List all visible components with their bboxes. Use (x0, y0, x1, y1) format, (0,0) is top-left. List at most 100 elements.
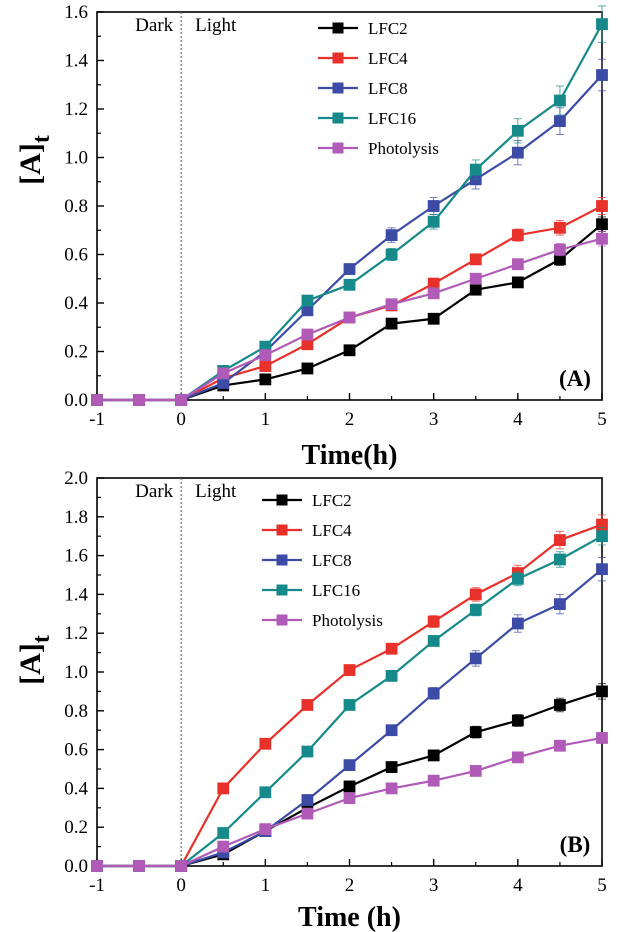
data-point (343, 311, 356, 324)
series-line (97, 23, 603, 402)
x-tick-label: 3 (429, 875, 439, 896)
data-point (217, 367, 230, 380)
data-point (259, 349, 272, 362)
data-point (427, 635, 440, 647)
data-point (596, 563, 608, 576)
data-point (469, 283, 482, 296)
data-point (554, 553, 566, 566)
data-point (385, 248, 398, 261)
series-line (97, 205, 603, 402)
data-point (511, 258, 524, 271)
data-point (91, 394, 103, 406)
legend-entry-lfc16: LFC16 (318, 109, 416, 128)
x-axis-title: Time(h) (302, 440, 398, 471)
y-tick-label: 1.6 (64, 546, 88, 567)
chart-panel-2: 0.0 0.2 0.4 0.6 0.8 1.0 1.2 1.4 1.6 1.8 2.0 -1 0 1 2 3 4… (14, 468, 608, 932)
data-point (133, 394, 145, 406)
data-point (511, 572, 524, 585)
data-point (554, 115, 566, 128)
y-tick-label: 2.0 (64, 468, 88, 489)
x-tick-label: -1 (89, 409, 105, 430)
y-tick-label: 1.4 (64, 584, 88, 605)
y-tick-label: 0.8 (64, 196, 88, 217)
y-tick-label: 0.4 (64, 293, 88, 314)
data-point (385, 642, 398, 655)
data-point (301, 745, 314, 758)
x-tick-label: 1 (261, 409, 271, 430)
data-point (469, 272, 482, 285)
legend-marker (276, 584, 288, 596)
legend-entry-lfc4: LFC4 (262, 521, 352, 540)
y-axis-title: [A]t (14, 635, 55, 685)
data-point (217, 827, 230, 839)
data-point (301, 794, 314, 806)
data-point (91, 860, 103, 872)
legend-entry-photolysis: Photolysis (318, 139, 439, 158)
x-tick-label: 5 (597, 875, 607, 896)
legend-marker (276, 554, 288, 566)
data-point (301, 294, 314, 307)
data-point (385, 761, 398, 773)
legend-entry-lfc2: LFC2 (262, 491, 352, 510)
legend-label: Photolysis (312, 611, 383, 630)
legend-marker (276, 614, 288, 626)
chart-panel-1: 0.0 0.2 0.4 0.6 0.8 1.0 1.2 1.4 1.6 -1 0 1 2 3 4 5 Dark L… (14, 2, 608, 471)
legend-marker (276, 494, 288, 506)
y-axis-title-main: [A] (14, 643, 47, 685)
legend-marker (276, 524, 288, 536)
y-tick-label: 1.0 (64, 148, 88, 169)
y-tick-label: 0.6 (64, 740, 88, 761)
data-point (301, 362, 314, 375)
legend-entry-lfc8: LFC8 (262, 551, 352, 570)
data-point (259, 373, 272, 386)
y-tick-label: 1.2 (64, 623, 88, 644)
dark-region-label: Dark (135, 481, 173, 502)
data-point (469, 604, 482, 616)
legend-label: LFC8 (312, 551, 352, 570)
x-tick-label: 0 (176, 409, 186, 430)
y-axis-title-subscript: t (29, 135, 55, 143)
data-point (385, 782, 398, 795)
data-point (217, 840, 230, 853)
legend-entry-lfc4: LFC4 (318, 49, 408, 68)
data-point (427, 287, 440, 300)
y-axis-title-main: [A] (14, 143, 47, 185)
data-point (596, 69, 608, 81)
data-point (301, 328, 314, 341)
data-point (427, 200, 440, 212)
y-tick-label: 1.8 (64, 507, 88, 528)
y-tick-label: 1.4 (64, 51, 88, 72)
data-point (511, 276, 524, 289)
plot-frame (96, 11, 603, 401)
legend-label: Photolysis (368, 139, 439, 158)
data-point (469, 765, 482, 777)
data-point (343, 780, 356, 793)
data-point (259, 823, 272, 836)
data-point (385, 229, 398, 242)
x-tick-label: 0 (176, 875, 186, 896)
data-point (511, 714, 524, 727)
data-point (175, 860, 188, 872)
x-tick-label: 4 (513, 409, 523, 430)
data-point (343, 664, 356, 676)
data-point (175, 394, 188, 406)
data-point (511, 146, 524, 159)
y-tick-label: 0.0 (64, 390, 88, 411)
legend-marker (332, 142, 344, 154)
data-point (511, 229, 524, 242)
data-point (596, 530, 608, 543)
data-point (596, 685, 608, 698)
data-point (554, 534, 566, 546)
series-lfc2 (91, 216, 608, 406)
series-photolysis (91, 230, 608, 406)
x-tick-label: 4 (513, 875, 523, 896)
legend-label: LFC2 (312, 491, 352, 510)
data-point (469, 163, 482, 176)
y-axis-title-subscript: t (29, 635, 55, 643)
data-point (301, 699, 314, 711)
dark-region-label: Dark (135, 15, 173, 36)
data-point (596, 232, 608, 245)
series-line (97, 690, 603, 868)
legend-label: LFC16 (368, 109, 416, 128)
data-point (343, 759, 356, 772)
